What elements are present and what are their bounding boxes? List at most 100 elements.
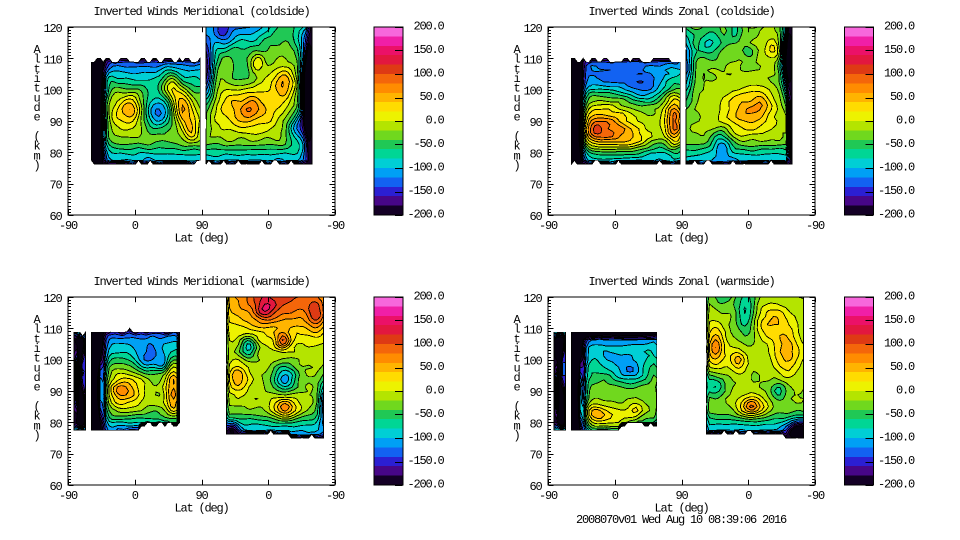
svg-text:0: 0: [132, 219, 139, 233]
svg-text:(: (: [513, 400, 519, 414]
svg-text:-50.0: -50.0: [884, 137, 915, 151]
svg-text:50.0: 50.0: [890, 360, 915, 374]
svg-text:70: 70: [49, 179, 62, 193]
svg-text:e: e: [513, 111, 520, 125]
svg-text:150.0: 150.0: [884, 313, 915, 327]
svg-text:Inverted Winds Meridional (war: Inverted Winds Meridional (warmside): [93, 275, 309, 289]
svg-text:k: k: [33, 410, 40, 424]
svg-text:Lat (deg): Lat (deg): [654, 502, 708, 516]
svg-text:60: 60: [49, 210, 62, 224]
svg-text:50.0: 50.0: [890, 90, 915, 104]
svg-text:-50.0: -50.0: [413, 407, 444, 421]
svg-text:m: m: [33, 419, 40, 433]
svg-text:Lat (deg): Lat (deg): [174, 232, 228, 246]
svg-text:-90: -90: [539, 219, 558, 233]
svg-text:u: u: [513, 361, 520, 375]
svg-text:90: 90: [49, 386, 62, 400]
svg-text:k: k: [513, 410, 520, 424]
svg-text:-100.0: -100.0: [878, 161, 915, 175]
svg-text:110: 110: [43, 323, 62, 337]
svg-text:90: 90: [195, 219, 208, 233]
svg-text:-150.0: -150.0: [878, 454, 915, 468]
svg-text:200.0: 200.0: [884, 20, 915, 34]
svg-text:k: k: [33, 140, 40, 154]
svg-text:(: (: [33, 400, 39, 414]
svg-text:-90: -90: [326, 219, 345, 233]
svg-text:2008070v01 Wed Aug 10 08:39:06: 2008070v01 Wed Aug 10 08:39:06 2016: [576, 513, 787, 527]
svg-text:m: m: [513, 149, 520, 163]
svg-text:90: 90: [675, 489, 688, 503]
svg-text:200.0: 200.0: [413, 290, 444, 304]
svg-text:t: t: [513, 62, 519, 76]
svg-text:t: t: [513, 82, 519, 96]
svg-text:-90: -90: [326, 489, 345, 503]
svg-text:i: i: [33, 72, 40, 86]
svg-text:l: l: [33, 53, 40, 67]
svg-text:-90: -90: [539, 489, 558, 503]
svg-text:A: A: [33, 313, 41, 327]
svg-text:-200.0: -200.0: [878, 478, 915, 492]
svg-text:): ): [33, 429, 39, 443]
svg-text:-200.0: -200.0: [878, 208, 915, 222]
svg-text:0: 0: [265, 219, 272, 233]
svg-text:d: d: [513, 371, 520, 385]
svg-text:t: t: [33, 352, 39, 366]
svg-text:90: 90: [195, 489, 208, 503]
svg-text:): ): [33, 159, 39, 173]
svg-text:d: d: [33, 101, 40, 115]
svg-text:80: 80: [49, 147, 62, 161]
svg-text:k: k: [513, 140, 520, 154]
svg-text:70: 70: [529, 179, 542, 193]
svg-text:(: (: [513, 130, 519, 144]
svg-text:150.0: 150.0: [413, 43, 444, 57]
svg-text:u: u: [33, 91, 40, 105]
svg-text:t: t: [33, 62, 39, 76]
svg-text:-200.0: -200.0: [407, 208, 444, 222]
svg-text:i: i: [513, 72, 520, 86]
svg-text:-50.0: -50.0: [884, 407, 915, 421]
svg-text:i: i: [513, 342, 520, 356]
svg-text:200.0: 200.0: [413, 20, 444, 34]
svg-text:150.0: 150.0: [413, 313, 444, 327]
svg-text:m: m: [513, 419, 520, 433]
svg-text:0: 0: [265, 489, 272, 503]
svg-text:120: 120: [43, 22, 62, 36]
svg-text:100: 100: [523, 355, 542, 369]
svg-text:t: t: [513, 332, 519, 346]
svg-text:90: 90: [675, 219, 688, 233]
svg-text:-100.0: -100.0: [878, 431, 915, 445]
svg-text:Inverted Winds Zonal (coldside: Inverted Winds Zonal (coldside): [588, 5, 774, 19]
svg-text:80: 80: [529, 147, 542, 161]
svg-text:-50.0: -50.0: [413, 137, 444, 151]
svg-text:90: 90: [529, 116, 542, 130]
svg-text:t: t: [513, 352, 519, 366]
svg-text:-150.0: -150.0: [407, 184, 444, 198]
svg-text:0.0: 0.0: [896, 114, 915, 128]
svg-text:0: 0: [612, 219, 619, 233]
svg-text:i: i: [33, 342, 40, 356]
svg-text:u: u: [513, 91, 520, 105]
svg-text:d: d: [513, 101, 520, 115]
svg-text:0.0: 0.0: [896, 384, 915, 398]
svg-text:-100.0: -100.0: [407, 431, 444, 445]
svg-text:-100.0: -100.0: [407, 161, 444, 175]
svg-text:Lat (deg): Lat (deg): [654, 232, 708, 246]
svg-text:-90: -90: [806, 489, 825, 503]
svg-text:60: 60: [529, 480, 542, 494]
svg-text:e: e: [33, 381, 40, 395]
svg-text:-90: -90: [59, 219, 78, 233]
svg-text:u: u: [33, 361, 40, 375]
svg-text:-90: -90: [806, 219, 825, 233]
svg-text:60: 60: [529, 210, 542, 224]
svg-text:m: m: [33, 149, 40, 163]
svg-text:120: 120: [523, 292, 542, 306]
svg-text:l: l: [513, 323, 520, 337]
svg-text:0: 0: [745, 219, 752, 233]
svg-text:200.0: 200.0: [884, 290, 915, 304]
svg-text:110: 110: [523, 323, 542, 337]
svg-text:0: 0: [132, 489, 139, 503]
svg-text:e: e: [513, 381, 520, 395]
svg-text:80: 80: [529, 417, 542, 431]
svg-text:l: l: [513, 53, 520, 67]
svg-text:): ): [513, 159, 519, 173]
